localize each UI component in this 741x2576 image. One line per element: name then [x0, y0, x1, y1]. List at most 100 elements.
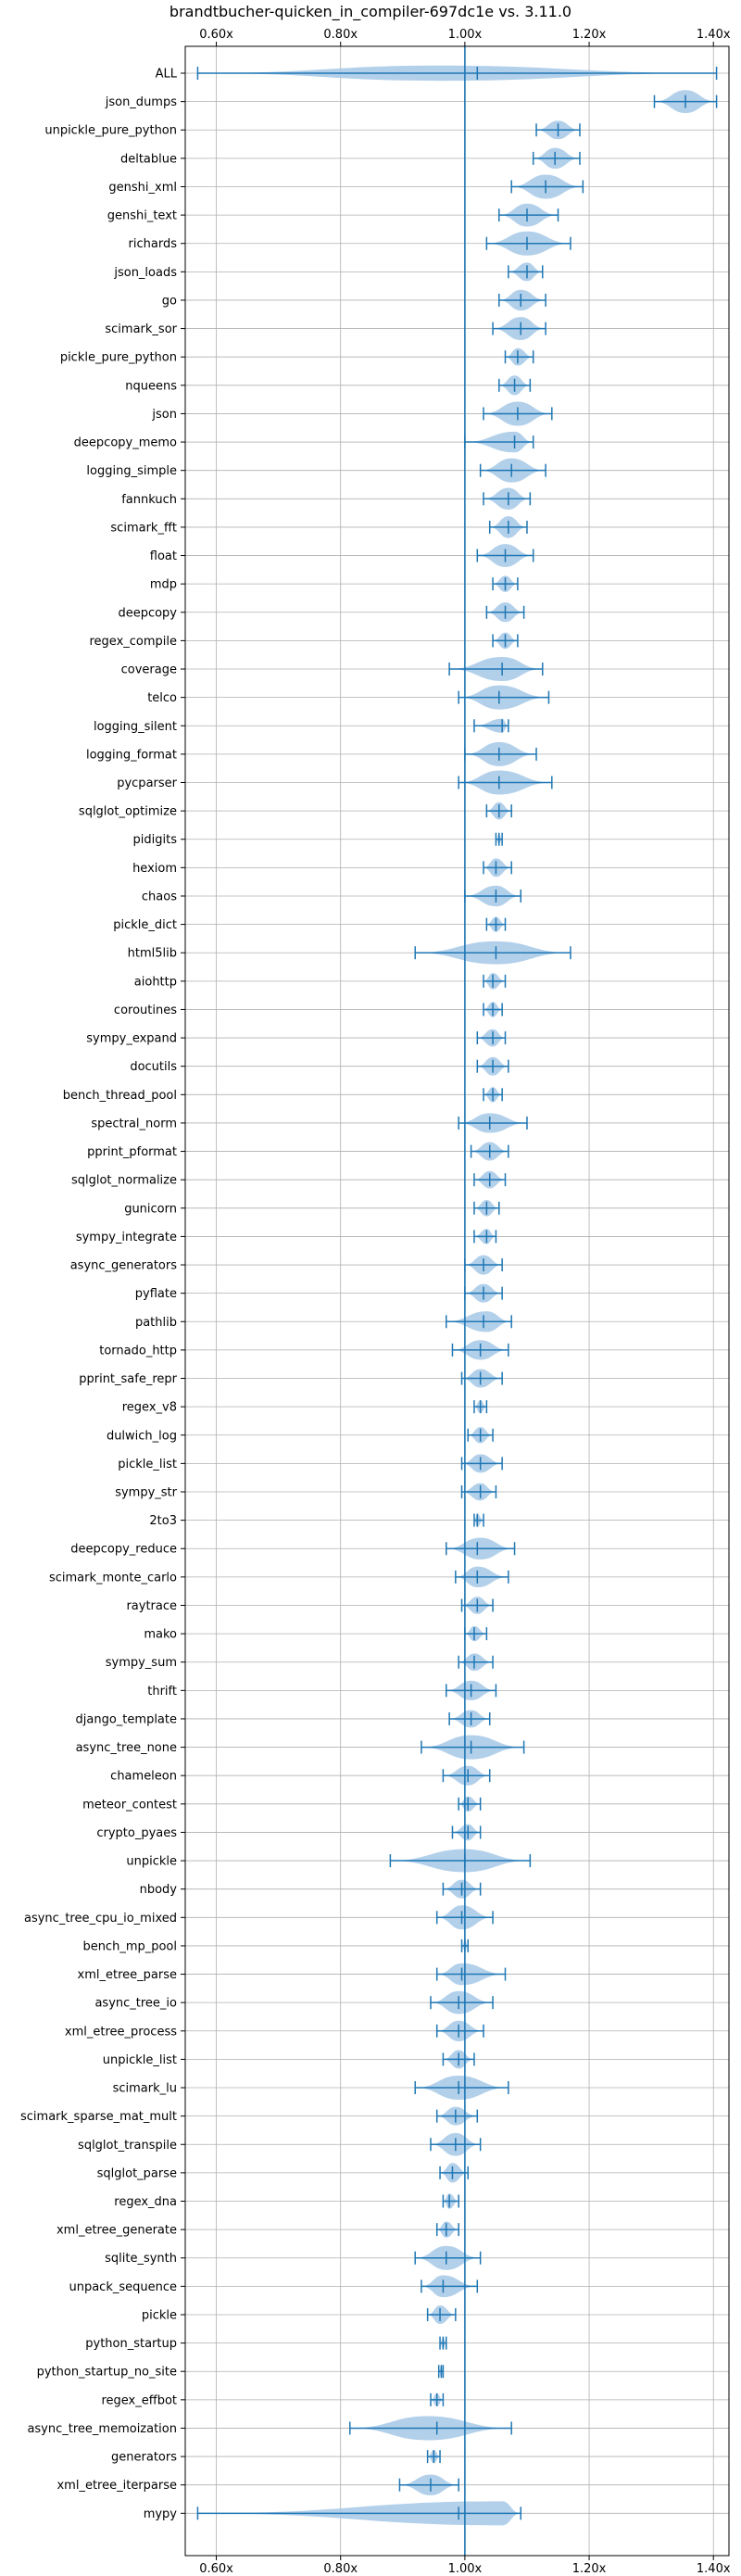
category-labels: ALL json_dumps unpickle_pure_pythondeltabl… — [20, 68, 178, 2521]
violin-pprint_pformat — [470, 1142, 509, 1161]
violin-coroutines — [483, 1002, 503, 1017]
violin-sympy_integrate — [473, 1229, 497, 1244]
category-label: async_tree_io — [94, 1997, 177, 2011]
category-label: deepcopy_reduce — [70, 1543, 177, 1557]
category-label: richards — [129, 237, 178, 251]
category-label: scimark_monte_carlo — [49, 1571, 177, 1585]
x-tick-label-bottom: 1.40x — [697, 2562, 731, 2576]
violin-regex_dna — [442, 2193, 459, 2209]
x-tick-label-bottom: 1.00x — [448, 2562, 483, 2576]
category-label: pprint_pformat — [87, 1145, 177, 1159]
category-label: scimark_lu — [113, 2082, 177, 2096]
violin-genshi_text — [498, 203, 559, 227]
category-label: async_tree_cpu_io_mixed — [24, 1912, 177, 1926]
violin-python_startup — [439, 2336, 447, 2350]
violin-2to3 — [473, 1513, 484, 1527]
category-label: pickle_pure_python — [60, 351, 177, 365]
x-tick-label-top: 0.80x — [323, 28, 358, 42]
violin-async_tree_none — [421, 1735, 525, 1760]
violin-sqlglot_optimize — [485, 802, 512, 820]
category-label: tornado_http — [99, 1344, 177, 1357]
violin-json_dumps — [653, 90, 718, 114]
violin-unpickle_list — [442, 2050, 475, 2069]
violin-meteor_contest — [458, 1796, 482, 1812]
violin-xml_etree_generate — [435, 2221, 459, 2238]
category-label: sqlglot_normalize — [71, 1174, 177, 1188]
category-label: dulwich_log — [107, 1429, 177, 1443]
violin-raytrace — [460, 1597, 494, 1614]
category-label: pidigits — [133, 833, 178, 847]
category-label: genshi_xml — [108, 181, 177, 195]
violin-sympy_expand — [476, 1029, 507, 1047]
category-label: json_dumps — [105, 95, 177, 109]
violin-deepcopy — [485, 602, 525, 623]
violin-unpack_sequence — [421, 2275, 479, 2298]
category-label: regex_compile — [89, 635, 177, 649]
category-label: sqlglot_parse — [97, 2166, 177, 2180]
violin-mypy — [196, 2501, 522, 2526]
violin-chameleon — [442, 1765, 491, 1786]
violin-hexiom — [483, 858, 512, 878]
violin-unpickle_pure_python — [535, 120, 581, 140]
violin-sqlglot_normalize — [473, 1170, 507, 1189]
violin-regex_compile — [492, 632, 519, 650]
category-label: spectral_norm — [91, 1117, 177, 1130]
violin-ALL — [196, 65, 718, 82]
violin-pathlib — [446, 1311, 512, 1332]
category-label: deepcopy_memo — [74, 436, 177, 450]
violin-nbody — [442, 1879, 482, 1899]
violin-float — [476, 544, 534, 567]
category-label: sympy_expand — [86, 1032, 177, 1046]
violin-regex_v8 — [473, 1400, 488, 1414]
category-label: xml_etree_parse — [78, 1968, 177, 1982]
category-label: deepcopy — [118, 606, 177, 620]
violin-pycparser — [458, 770, 553, 795]
violin-pickle_pure_python — [504, 347, 534, 366]
category-label: meteor_contest — [82, 1798, 177, 1812]
category-label: json_loads — [113, 266, 177, 280]
category-label: regex_v8 — [122, 1401, 177, 1415]
chart-title: brandtbucher-quicken_in_compiler-697dc1e… — [170, 3, 571, 21]
category-label: bench_mp_pool — [82, 1939, 177, 1953]
category-label: aiohttp — [134, 975, 177, 989]
violin-richards — [485, 231, 571, 256]
category-label: unpickle_list — [103, 2053, 177, 2067]
category-label: mako — [144, 1628, 177, 1642]
violin-pickle — [426, 2305, 457, 2324]
category-label: bench_thread_pool — [63, 1089, 177, 1103]
violin-scimark_monte_carlo — [455, 1566, 509, 1588]
violin-logging_silent — [473, 718, 509, 733]
category-label: coroutines — [114, 1004, 177, 1017]
category-label: python_startup — [85, 2337, 177, 2351]
violin-pidigits — [495, 832, 503, 846]
category-label: async_tree_none — [76, 1741, 177, 1755]
category-label: scimark_sparse_mat_mult — [20, 2110, 177, 2124]
violin-spectral_norm — [458, 1113, 528, 1133]
category-label: regex_effbot — [101, 2393, 177, 2407]
category-label: sqlglot_transpile — [78, 2139, 177, 2153]
category-label: telco — [147, 691, 177, 705]
category-label: async_generators — [70, 1259, 178, 1273]
category-label: pickle_list — [118, 1458, 177, 1471]
x-tick-label-top: 1.40x — [697, 28, 731, 42]
violin-sqlglot_parse — [439, 2163, 469, 2183]
violin-deepcopy_reduce — [446, 1537, 516, 1560]
category-label: hexiom — [132, 862, 177, 876]
category-label: html5lib — [128, 947, 177, 961]
category-label: raytrace — [126, 1599, 177, 1613]
category-label: go — [162, 294, 177, 308]
axis-ticks: 0.60x 0.60x 0.80x 0.80x 1.00x 1.00x 1.20x 1.20x… — [181, 28, 731, 2576]
x-tick-label-top: 0.60x — [199, 28, 233, 42]
category-label: nbody — [140, 1883, 178, 1897]
category-label: genshi_text — [107, 209, 177, 223]
violin-scimark_fft — [488, 516, 528, 538]
violin-sqlglot_transpile — [430, 2132, 482, 2156]
violin-telco — [458, 685, 550, 710]
category-label: pyflate — [135, 1287, 177, 1301]
category-label: sympy_integrate — [76, 1231, 177, 1244]
category-label: mypy — [144, 2507, 178, 2521]
category-label: xml_etree_generate — [57, 2224, 177, 2238]
category-label: coverage — [121, 663, 177, 677]
violin-tornado_http — [451, 1340, 509, 1360]
